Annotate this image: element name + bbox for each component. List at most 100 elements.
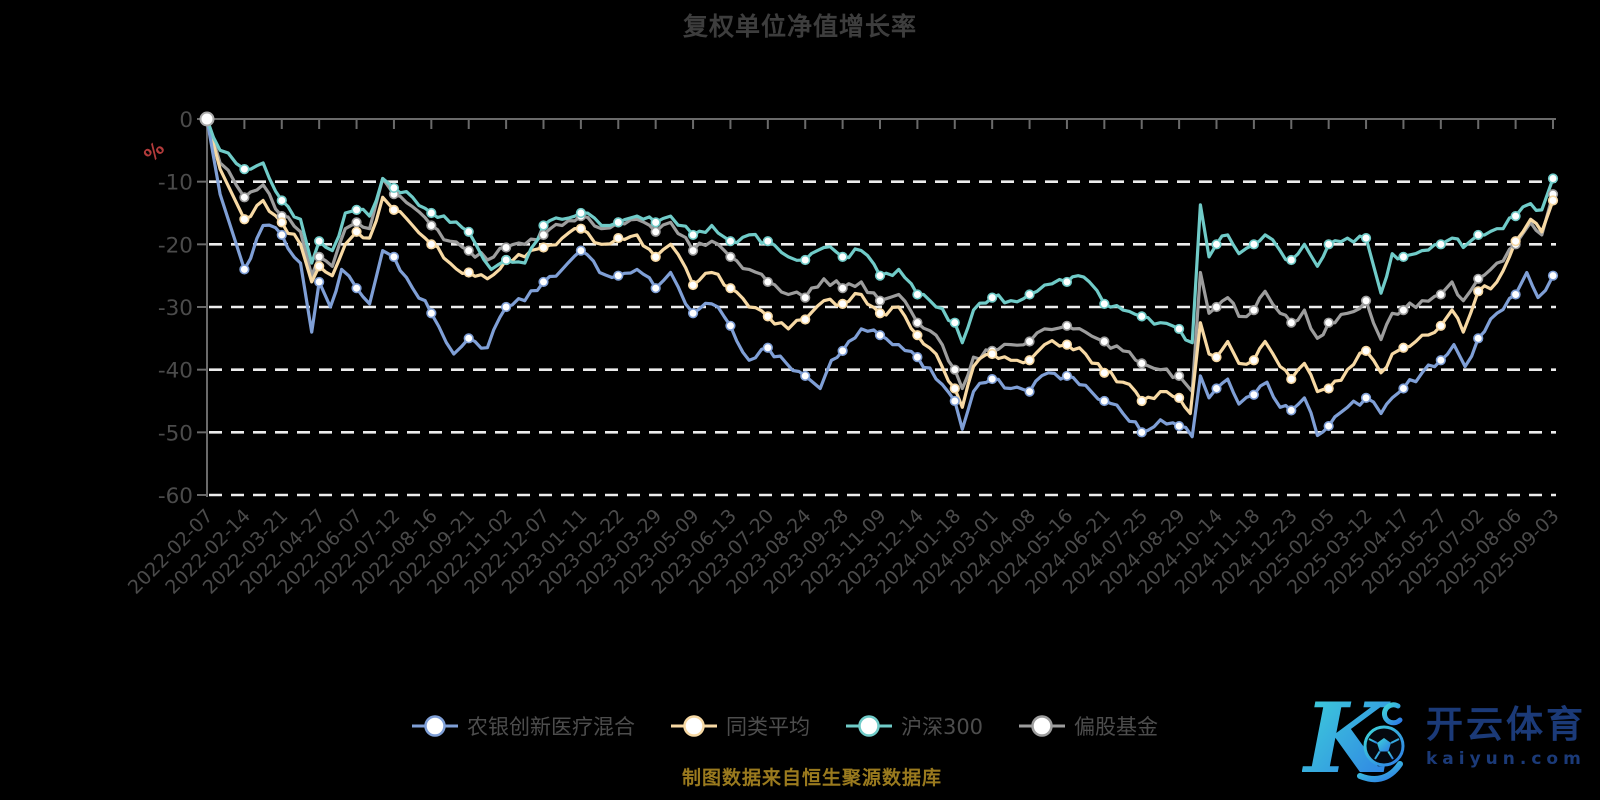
legend-label: 偏股基金 <box>1074 715 1159 739</box>
series-marker-0 <box>388 251 400 262</box>
series-marker-1 <box>1360 345 1372 356</box>
y-axis-label: 0 <box>179 108 193 133</box>
series-marker-1 <box>351 226 362 237</box>
series-marker-1 <box>800 314 811 325</box>
series-marker-1 <box>276 217 287 228</box>
legend-item-1[interactable]: 同类平均 <box>670 711 810 741</box>
series-marker-1 <box>239 214 250 225</box>
series-marker-3 <box>650 226 661 237</box>
series-marker-3 <box>1099 336 1110 347</box>
series-marker-0 <box>1061 370 1073 382</box>
series-marker-1 <box>1473 286 1484 297</box>
series-marker-1 <box>463 267 474 278</box>
series-marker-0 <box>725 320 736 331</box>
series-marker-3 <box>949 364 960 375</box>
series-marker-2 <box>276 195 287 206</box>
series-marker-1 <box>613 232 624 244</box>
series-marker-1 <box>1061 339 1073 350</box>
series-marker-2 <box>912 289 923 300</box>
series-marker-1 <box>1248 355 1259 366</box>
series-marker-0 <box>501 301 512 313</box>
y-axis-label: -30 <box>158 296 193 321</box>
series-marker-1 <box>1323 383 1334 394</box>
series-marker-0 <box>800 370 811 382</box>
series-marker-3 <box>239 192 250 203</box>
legend-item-3[interactable]: 偏股基金 <box>1019 711 1158 741</box>
series-marker-3 <box>1398 305 1409 316</box>
series-marker-1 <box>1435 320 1446 331</box>
series-marker-2 <box>800 254 811 266</box>
series-marker-2 <box>1286 254 1297 266</box>
brand-name-cn: 开云体育 <box>1426 703 1586 747</box>
series-marker-2 <box>314 236 325 247</box>
series-marker-1 <box>874 308 886 319</box>
series-marker-3 <box>1435 289 1446 300</box>
series-marker-0 <box>762 342 773 353</box>
series-marker-2 <box>1435 239 1446 250</box>
series-marker-0 <box>1174 420 1185 432</box>
series-marker-2 <box>1473 229 1484 241</box>
footer-note: 制图数据来自恒生聚源数据库 <box>681 767 942 789</box>
series-marker-2 <box>949 317 960 328</box>
series-marker-3 <box>1473 273 1484 284</box>
series-marker-3 <box>725 251 736 262</box>
series-marker-0 <box>1435 355 1446 366</box>
series-marker-1 <box>650 251 661 262</box>
series-marker-1 <box>912 330 923 341</box>
series-marker-0 <box>650 283 661 294</box>
series-marker-3 <box>762 276 773 288</box>
legend-marker-icon <box>1019 715 1066 737</box>
series-marker-0 <box>1211 383 1222 394</box>
series-marker-3 <box>1323 317 1334 328</box>
series-marker-0 <box>1136 427 1147 438</box>
series-marker-3 <box>1061 320 1073 331</box>
series-marker-0 <box>276 229 287 241</box>
series-marker-1 <box>949 383 960 394</box>
series-marker-2 <box>1248 239 1259 250</box>
series-marker-1 <box>388 204 400 215</box>
series-marker-1 <box>1136 395 1147 407</box>
series-marker-0 <box>1248 389 1259 400</box>
series-marker-3 <box>1286 317 1297 328</box>
series-marker-1 <box>314 261 325 272</box>
series-marker-0 <box>1360 392 1372 403</box>
series-marker-2 <box>1360 232 1372 244</box>
legend-marker-icon <box>670 715 717 737</box>
series-marker-2 <box>1547 173 1559 184</box>
series-marker-0 <box>1286 405 1297 416</box>
legend-marker-icon <box>411 715 458 737</box>
series-marker-3 <box>1136 358 1147 369</box>
legend: 农银创新医疗混合 同类平均 沪深300 偏股基金 <box>0 711 1570 741</box>
series-marker-3 <box>800 292 811 303</box>
series-marker-0 <box>613 270 624 281</box>
series-marker-3 <box>874 295 886 306</box>
series-marker-1 <box>538 242 549 253</box>
series-marker-2 <box>874 270 886 281</box>
series-marker-0 <box>538 276 549 288</box>
series-marker-2 <box>1061 276 1073 288</box>
series-marker-2 <box>650 217 661 228</box>
kaiyun-logo[interactable]: K 开云体育 kaiyun.com <box>1302 684 1586 790</box>
series-start-marker <box>199 111 215 127</box>
series-marker-2 <box>987 292 998 303</box>
series-marker-3 <box>687 245 699 256</box>
series-marker-0 <box>687 308 699 319</box>
legend-label: 沪深300 <box>900 715 984 739</box>
series-marker-0 <box>1398 383 1409 394</box>
series-marker-2 <box>388 182 400 194</box>
series-marker-1 <box>687 279 699 291</box>
series-marker-2 <box>239 164 250 175</box>
legend-item-2[interactable]: 沪深300 <box>845 711 984 741</box>
series-marker-3 <box>426 220 437 231</box>
series-marker-0 <box>874 330 886 341</box>
series-marker-2 <box>613 217 624 228</box>
legend-item-0[interactable]: 农银创新医疗混合 <box>411 711 635 741</box>
y-axis-label: -20 <box>158 233 193 258</box>
series-marker-2 <box>1398 251 1409 262</box>
series-marker-0 <box>949 395 960 407</box>
series-marker-1 <box>837 298 848 309</box>
series-marker-1 <box>725 283 736 294</box>
series-marker-2 <box>837 251 848 262</box>
series-marker-1 <box>426 239 437 250</box>
y-axis-label: -60 <box>158 484 193 509</box>
